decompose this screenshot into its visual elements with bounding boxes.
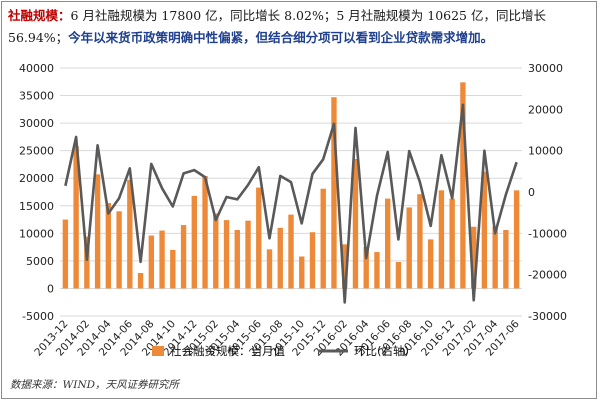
bar — [288, 214, 294, 289]
bar — [481, 171, 488, 289]
right-tick-label: -30000 — [528, 310, 567, 323]
left-tick-label: -5000 — [22, 310, 54, 323]
bar — [159, 230, 165, 289]
bar — [180, 225, 187, 289]
legend-line-label: 环比(右轴) — [354, 344, 409, 358]
bar — [223, 220, 230, 289]
caption: 社融规模：6 月社融规模为 17800 亿，同比增长 8.02%；5 月社融规模… — [8, 5, 594, 49]
bar — [245, 220, 251, 289]
bar — [105, 203, 112, 289]
bar — [127, 179, 133, 289]
bar — [492, 226, 498, 289]
mom-line — [64, 103, 518, 304]
left-axis-ticks: -5000 0 5000 10000 15000 20000 25000 30000 35000… — [19, 62, 54, 323]
gridlines — [60, 67, 522, 317]
left-tick-label: 25000 — [19, 145, 54, 158]
left-tick-label: 30000 — [19, 117, 54, 130]
right-tick-label: 30000 — [528, 62, 563, 75]
financing-chart: -5000 0 5000 10000 15000 20000 25000 30000 35000… — [19, 62, 567, 359]
data-source: 数据来源：WIND，天风证券研究所 — [10, 379, 180, 391]
bar — [342, 244, 348, 289]
legend-bar-swatch — [152, 346, 164, 356]
bar — [256, 187, 262, 289]
bar — [213, 213, 219, 289]
left-tick-label: 15000 — [19, 200, 54, 213]
legend-bar-label: 社会融资规模：当月值 — [170, 344, 285, 358]
bar — [374, 252, 380, 289]
bar — [137, 273, 144, 289]
left-tick-label: 40000 — [19, 62, 54, 75]
bar — [234, 230, 240, 289]
bar — [62, 219, 69, 289]
bar — [331, 97, 337, 289]
bar — [320, 188, 326, 289]
bar — [363, 247, 369, 289]
bar — [277, 227, 283, 289]
bar — [116, 211, 122, 289]
bar — [170, 249, 176, 289]
legend: 社会融资规模：当月值 环比(右轴) — [152, 344, 409, 358]
caption-body: 6 月社融规模为 17800 亿，同比增长 8.02%；5 月社融规模为 106… — [8, 8, 546, 45]
bar — [309, 232, 316, 289]
bar — [191, 195, 197, 289]
left-tick-label: 0 — [47, 282, 54, 295]
bar — [385, 198, 391, 289]
left-tick-label: 20000 — [19, 172, 54, 185]
left-tick-label: 35000 — [19, 90, 54, 103]
bar — [427, 239, 434, 289]
bar — [395, 261, 402, 289]
right-tick-label: 20000 — [528, 103, 563, 116]
bar — [449, 198, 455, 289]
bar — [438, 190, 445, 289]
line-series — [64, 103, 518, 304]
bar — [94, 174, 101, 289]
right-axis-ticks: -30000 -20000 -10000 0 10000 20000 30000 — [528, 62, 567, 323]
bar — [460, 82, 466, 289]
caption-highlight: 今年以来货币政策明确中性偏紧，但结合细分项可以看到企业贷款需求增加。 — [68, 30, 494, 45]
left-tick-label: 5000 — [26, 255, 54, 268]
left-tick-label: 10000 — [19, 227, 54, 240]
bar — [73, 146, 79, 289]
bar — [513, 190, 520, 289]
bar — [202, 176, 208, 289]
bar-series — [62, 82, 520, 289]
right-tick-label: 0 — [528, 186, 535, 199]
bar — [417, 194, 423, 289]
caption-title: 社融规模： — [8, 8, 71, 23]
right-tick-label: -10000 — [528, 227, 567, 240]
bar — [299, 256, 305, 289]
bar — [470, 226, 477, 289]
bar — [503, 230, 509, 289]
bar — [352, 158, 359, 289]
bar — [148, 235, 155, 289]
bar — [84, 236, 90, 289]
bar — [266, 249, 273, 289]
bar — [406, 207, 412, 289]
right-tick-label: -20000 — [528, 269, 567, 282]
right-tick-label: 10000 — [528, 145, 563, 158]
